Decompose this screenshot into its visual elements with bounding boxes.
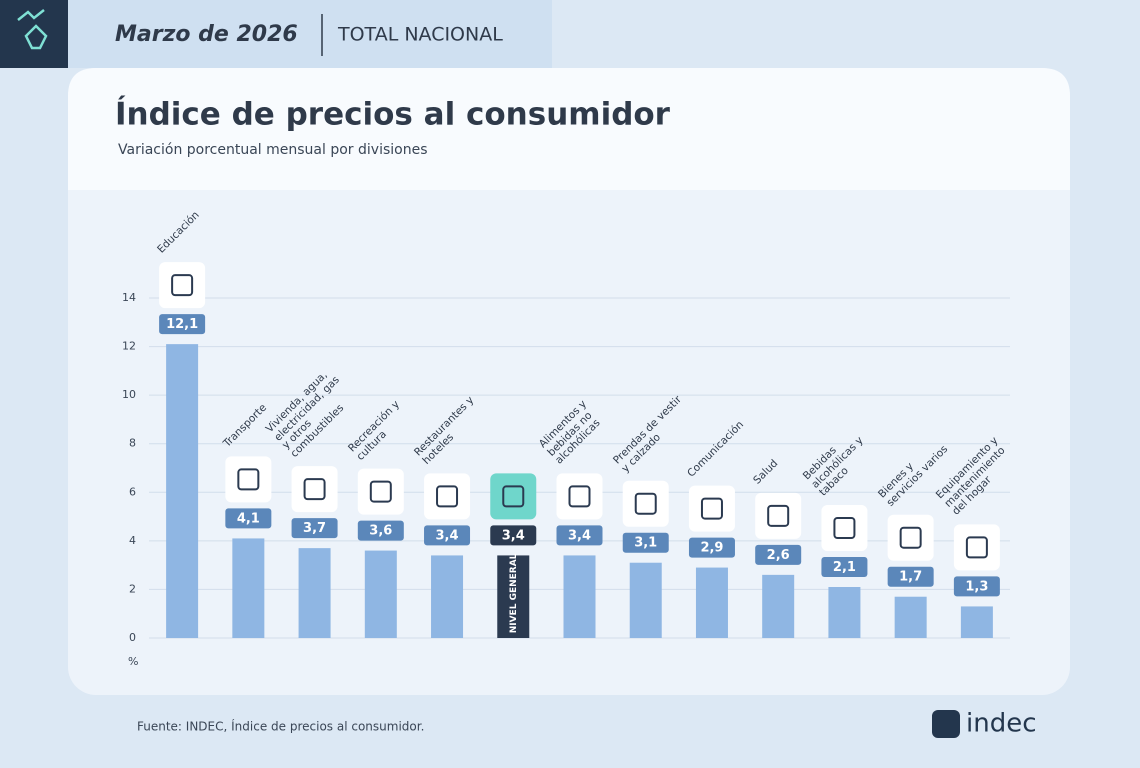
indec-logo: indec (966, 709, 1037, 739)
icon-glyph (833, 517, 856, 539)
value-label: 3,6 (369, 524, 392, 539)
icon-glyph (965, 536, 988, 559)
icon-box (490, 473, 537, 520)
value-label: 2,1 (833, 560, 856, 575)
value-label-box (357, 520, 404, 541)
icon-glyph (237, 468, 260, 491)
y-tick-label: 6 (129, 485, 136, 498)
tag-icon (17, 9, 48, 50)
bar (960, 606, 993, 638)
value-label-box (953, 576, 1000, 597)
value-label: 3,7 (303, 521, 326, 536)
icon-box (159, 262, 206, 309)
value-label-box (887, 566, 934, 587)
value-label-box (490, 525, 537, 546)
logo-box (0, 0, 68, 68)
icon-glyph (436, 485, 459, 508)
y-unit: % (128, 655, 138, 668)
value-label: 4,1 (237, 511, 260, 526)
chart-subtitle: Variación porcentual mensual por divisio… (118, 142, 427, 158)
bar (894, 596, 927, 638)
value-label: 2,9 (700, 541, 723, 556)
icon-box (887, 514, 934, 561)
icon-box (688, 485, 735, 532)
value-label: 3,4 (502, 528, 525, 543)
icon-box (357, 468, 404, 515)
bar (166, 344, 199, 638)
scope: TOTAL NACIONAL (337, 24, 503, 46)
bar (364, 550, 397, 638)
y-tick-label: 10 (122, 388, 136, 401)
icon-box (291, 466, 338, 513)
y-tick-label: 8 (129, 437, 136, 450)
icon-box (225, 456, 272, 503)
y-tick-label: 2 (129, 582, 136, 595)
card-header (68, 68, 1070, 190)
icon-box (424, 473, 471, 520)
y-tick-label: 12 (122, 340, 136, 353)
icon-box (953, 524, 1000, 571)
bar (298, 548, 331, 638)
icon-glyph (634, 492, 657, 515)
chart-title: Índice de precios al consumidor (115, 97, 671, 133)
y-tick-label: 14 (122, 291, 136, 304)
bar (695, 567, 728, 638)
source: Fuente: INDEC, Índice de precios al cons… (137, 719, 424, 734)
value-label: 1,3 (965, 579, 988, 594)
icon-box (821, 505, 868, 551)
value-label: 3,1 (634, 536, 657, 551)
icon-glyph (767, 504, 790, 527)
value-label-box (424, 525, 471, 546)
bar (563, 555, 596, 638)
bar (431, 555, 464, 638)
bar (232, 538, 265, 638)
value-label: 2,6 (767, 548, 790, 563)
bar (629, 562, 662, 638)
bar (497, 555, 530, 638)
icon-box (556, 473, 603, 520)
card (68, 68, 1070, 695)
icon-glyph (502, 485, 525, 508)
icon-glyph (568, 485, 591, 508)
value-label: 12,1 (166, 317, 198, 332)
value-label-box (159, 314, 206, 335)
value-label-box (821, 557, 868, 577)
icon-glyph (369, 480, 392, 503)
y-tick-label: 4 (129, 534, 136, 547)
icon-glyph (303, 478, 326, 501)
icon-glyph (899, 526, 922, 549)
value-label: 3,4 (568, 528, 591, 543)
value-label-box (688, 537, 735, 558)
period: Marzo de 2026 (115, 22, 298, 47)
value-label-box (755, 544, 802, 565)
bar (762, 574, 795, 638)
icon-glyph (171, 274, 194, 297)
value-label-box (291, 518, 338, 539)
y-tick-label: 0 (129, 631, 136, 644)
value-label-box (556, 525, 603, 546)
indec-logo-mark (932, 710, 960, 738)
value-label-box (225, 508, 272, 529)
value-label: 1,7 (899, 570, 922, 585)
icon-box (755, 492, 802, 539)
icon-glyph (700, 497, 723, 520)
bar (828, 587, 861, 638)
top-band (0, 0, 552, 68)
value-label: 3,4 (436, 528, 459, 543)
value-label-box (622, 532, 669, 553)
category-label: NIVEL GENERAL (509, 553, 519, 633)
icon-box (622, 480, 669, 527)
